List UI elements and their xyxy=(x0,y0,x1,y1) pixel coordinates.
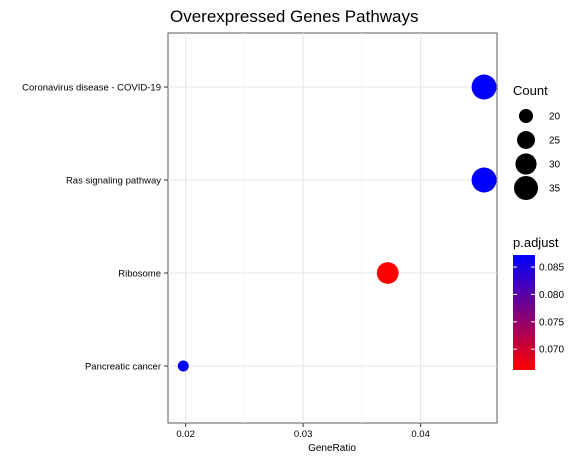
y-tick-label: Ribosome xyxy=(118,269,161,280)
size-legend-label: 35 xyxy=(549,184,561,195)
x-axis-label: GeneRatio xyxy=(308,443,356,454)
color-legend-tick-label: 0.080 xyxy=(539,290,564,301)
color-legend-ticks: 0.070 0.075 0.080 0.085 xyxy=(513,263,564,356)
size-legend-entries: 20 25 30 35 xyxy=(514,108,561,200)
x-axis: 0.02 0.03 0.04 xyxy=(176,423,430,440)
y-tick-label: Pancreatic cancer xyxy=(85,362,161,373)
color-legend-gradient-bar xyxy=(513,255,535,370)
size-legend: Count 20 25 30 35 xyxy=(513,83,561,200)
data-point xyxy=(376,262,399,284)
color-legend-tick-label: 0.075 xyxy=(539,317,564,328)
size-legend-label: 25 xyxy=(549,136,561,147)
x-tick-label: 0.04 xyxy=(411,429,430,440)
data-point xyxy=(471,74,497,100)
plot-panel xyxy=(167,32,498,424)
data-point xyxy=(471,167,497,193)
y-tick-label: Coronavirus disease - COVID-19 xyxy=(22,83,161,94)
x-tick-label: 0.03 xyxy=(294,429,313,440)
size-legend-title: Count xyxy=(513,83,548,98)
color-legend-tick-label: 0.085 xyxy=(539,263,564,274)
size-legend-key xyxy=(514,176,538,200)
grid-layer xyxy=(168,33,497,423)
size-legend-label: 20 xyxy=(549,112,561,123)
y-tick-label: Ras signaling pathway xyxy=(66,176,161,187)
size-legend-key xyxy=(515,153,537,175)
data-point xyxy=(177,360,189,372)
size-legend-key xyxy=(518,108,534,124)
points-layer xyxy=(177,74,497,372)
size-legend-label: 30 xyxy=(549,160,561,171)
size-legend-key xyxy=(517,131,535,149)
y-axis: Coronavirus disease - COVID-19 Ras signal… xyxy=(22,83,168,373)
chart-title: Overexpressed Genes Pathways xyxy=(170,7,419,26)
color-legend: p.adjust 0.070 0.075 0.080 0.085 xyxy=(513,235,564,370)
x-tick-label: 0.02 xyxy=(176,429,195,440)
color-legend-tick-label: 0.070 xyxy=(539,345,564,356)
color-legend-title: p.adjust xyxy=(513,235,559,250)
